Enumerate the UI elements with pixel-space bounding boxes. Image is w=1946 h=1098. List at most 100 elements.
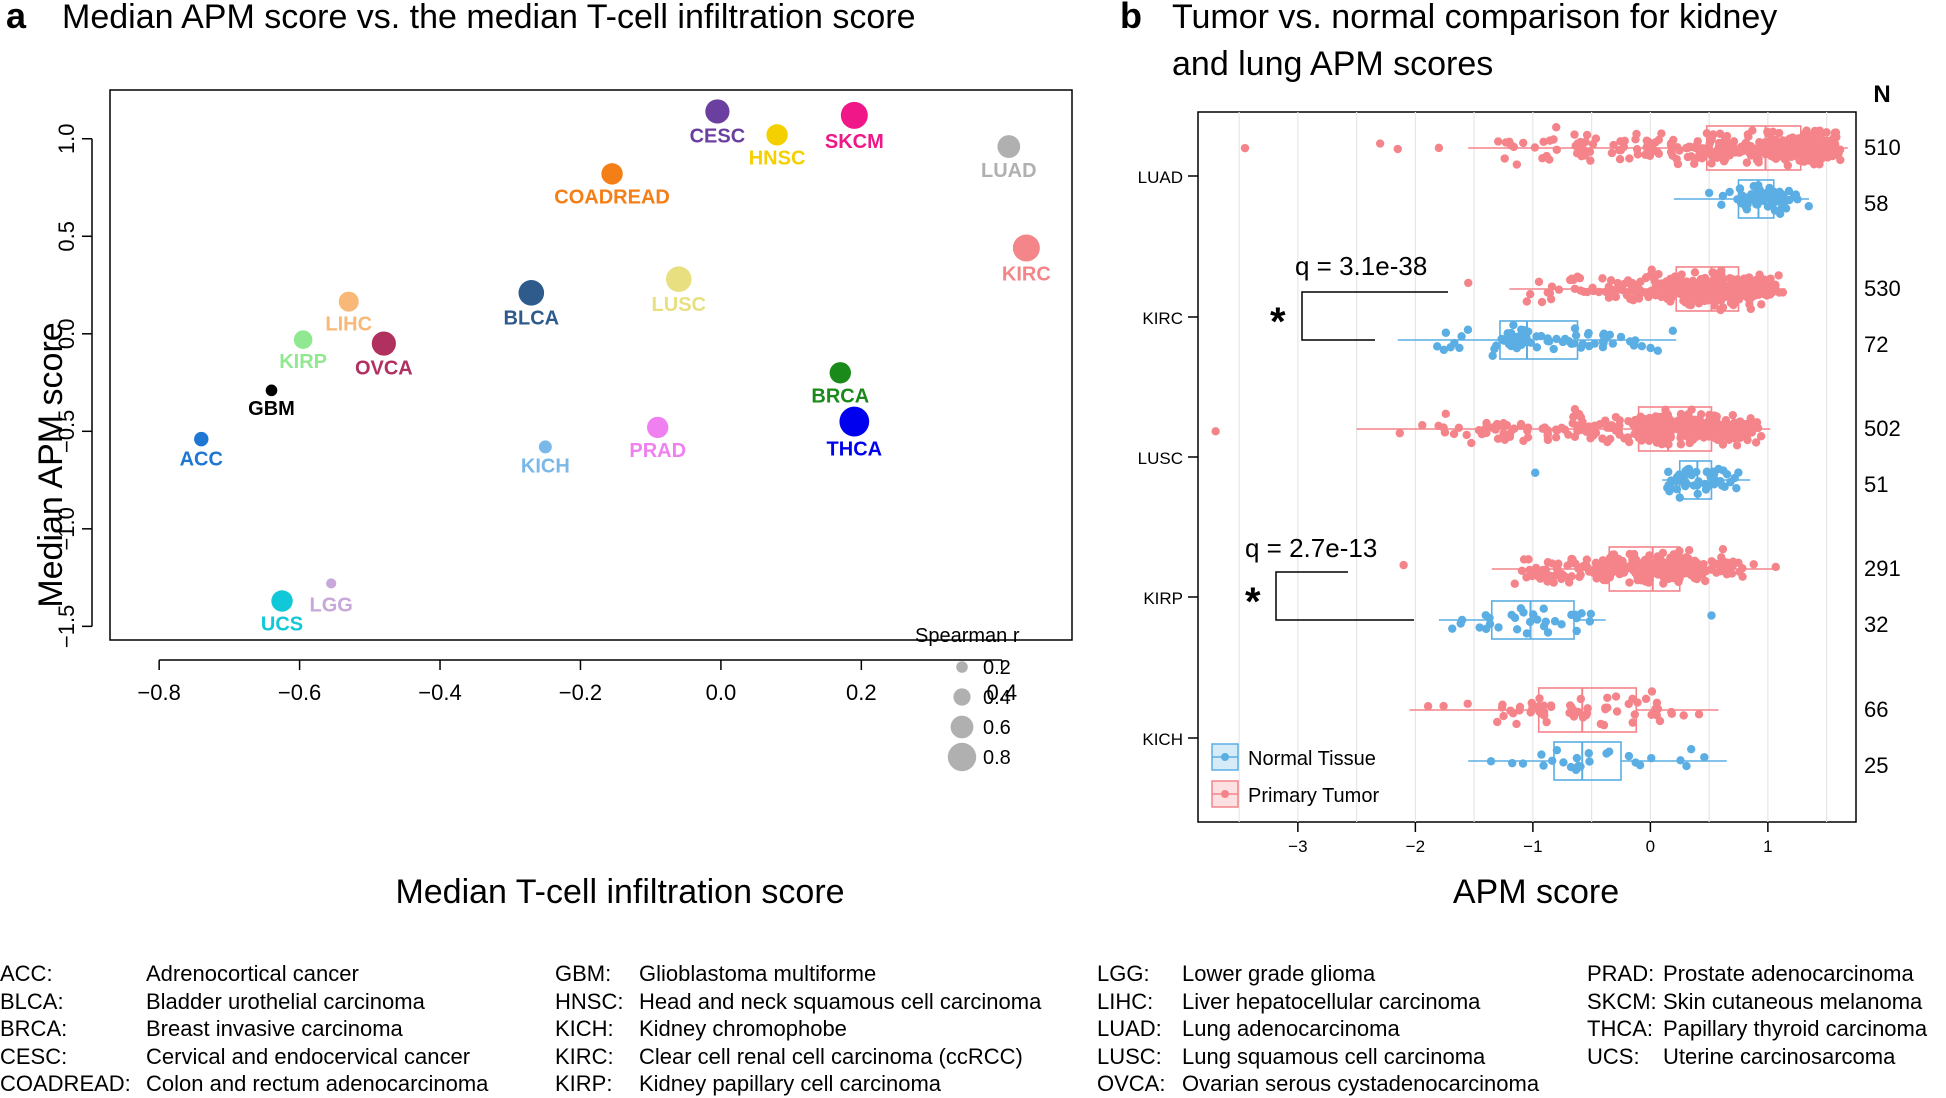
luad-normal-point — [1780, 198, 1789, 207]
point-label-thca: THCA — [827, 438, 883, 460]
significance-star: * — [1245, 580, 1261, 624]
kirc-tumor-point — [1627, 280, 1636, 289]
panel-a-title: Median APM score vs. the median T-cell i… — [62, 0, 916, 36]
panel-a-size-legend: Spearman r 0.20.40.60.8 — [915, 625, 1020, 772]
luad-tumor-point — [1519, 138, 1528, 148]
panel-b-x-tick-label: −2 — [1406, 837, 1425, 856]
lusc-normal-point — [1714, 464, 1723, 474]
luad-tumor-point — [1780, 143, 1789, 153]
abbreviation-row: GBM: Glioblastoma multiforme — [555, 960, 1075, 988]
luad-tumor-point — [1749, 149, 1759, 158]
luad-tumor-point — [1690, 159, 1699, 168]
lusc-tumor-point — [1601, 416, 1610, 425]
luad-tumor-point — [1828, 134, 1838, 143]
luad-tumor-point — [1539, 137, 1548, 146]
abbreviation-definition: Glioblastoma multiforme — [639, 961, 877, 986]
luad-tumor-point — [1815, 160, 1824, 169]
luad-tumor-point — [1805, 156, 1815, 165]
panel-a-y-tick-label: 0.0 — [54, 318, 79, 349]
kich-tumor-point — [1498, 700, 1507, 709]
panel-a-y-tick-label: −0.5 — [54, 410, 79, 453]
kirc-tumor-point — [1676, 289, 1685, 299]
kich-normal-point — [1571, 765, 1581, 775]
lusc-normal-point — [1664, 467, 1673, 477]
n-label-lusc-tumor: 502 — [1864, 416, 1901, 441]
n-label-kirp-tumor: 291 — [1864, 556, 1901, 581]
kirc-normal-point — [1439, 345, 1449, 355]
lusc-tumor-point — [1557, 423, 1566, 433]
lusc-tumor-point — [1703, 421, 1712, 430]
panel-b-x-tick-label: −1 — [1523, 837, 1542, 856]
luad-tumor-point — [1570, 130, 1579, 139]
kich-tumor-point — [1647, 687, 1657, 696]
kirc-tumor-point — [1598, 274, 1607, 283]
kirp-normal-point — [1543, 628, 1553, 637]
abbreviation-definition: Uterine carcinosarcoma — [1663, 1043, 1896, 1069]
kirp-tumor-point — [1692, 574, 1702, 584]
lusc-tumor-point — [1743, 435, 1752, 445]
lusc-tumor-point — [1655, 412, 1664, 422]
panel-b-n-column: N 510 58 530 72 502 51 291 32 66 25 — [1864, 81, 1901, 778]
luad-normal-point — [1738, 192, 1747, 201]
n-label-luad-tumor: 510 — [1864, 135, 1901, 160]
luad-normal-point — [1765, 183, 1774, 193]
point-label-lusc: LUSC — [652, 294, 706, 316]
lusc-tumor-point — [1482, 428, 1491, 438]
luad-tumor-point — [1500, 154, 1509, 163]
luad-tumor-outlier — [1375, 139, 1385, 148]
kirc-normal-point — [1668, 326, 1678, 336]
point-label-brca: BRCA — [811, 386, 869, 408]
abbreviation-definition: Clear cell renal cell carcinoma (ccRCC) — [639, 1043, 1023, 1069]
size-legend-label: 0.6 — [983, 717, 1011, 739]
kirc-tumor-point — [1726, 298, 1736, 308]
panel-a-x-tick-label: −0.4 — [418, 680, 461, 705]
lusc-tumor-outlier — [1211, 427, 1220, 436]
panel-b-letter: b — [1120, 0, 1142, 36]
lusc-tumor-box — [1637, 406, 1713, 452]
luad-tumor-point — [1538, 154, 1547, 163]
kirc-tumor-point — [1710, 294, 1720, 304]
lusc-tumor-point — [1551, 433, 1561, 442]
luad-tumor-point — [1748, 126, 1757, 135]
luad-tumor-outlier — [1240, 143, 1250, 153]
luad-tumor-point — [1585, 147, 1595, 156]
lusc-tumor-point — [1631, 428, 1640, 437]
kich-normal-point — [1682, 761, 1691, 771]
panel-a-y-tick-label: −1.0 — [54, 507, 79, 550]
kich-normal-point — [1559, 758, 1568, 767]
panel-a-y-tick-label: −1.5 — [54, 605, 79, 648]
luad-tumor-point — [1781, 155, 1790, 165]
lusc-tumor-point — [1756, 432, 1766, 441]
luad-tumor-box — [1705, 125, 1802, 171]
point-lusc — [665, 266, 692, 292]
kirc-tumor-point — [1729, 281, 1738, 290]
panel-b-x-label: APM score — [1453, 873, 1619, 911]
kirc-tumor-point — [1664, 280, 1673, 289]
q-value-label: q = 3.1e-38 — [1295, 251, 1427, 281]
kirp-normal-point — [1586, 609, 1595, 619]
abbreviation-definition: Ovarian serous cystadenocarcinoma — [1182, 1071, 1540, 1096]
kich-normal-point — [1635, 760, 1645, 770]
luad-tumor-point — [1830, 149, 1839, 159]
kirp-tumor-point — [1749, 560, 1758, 569]
size-legend-label: 0.2 — [983, 657, 1011, 679]
abbreviation-code: LGG: — [1097, 961, 1150, 986]
abbreviation-code: THCA: — [1587, 1016, 1653, 1041]
kich-tumor-point — [1603, 703, 1612, 712]
kirp-tumor-point — [1591, 558, 1601, 568]
kirc-normal-box — [1499, 320, 1579, 360]
n-label-kich-tumor: 66 — [1864, 697, 1888, 722]
luad-tumor-point — [1707, 159, 1716, 168]
kirc-tumor-point — [1690, 268, 1700, 277]
kich-tumor-point — [1566, 702, 1576, 712]
panel-b-legend: Normal Tissue Primary Tumor — [1211, 743, 1379, 808]
kirc-normal-point — [1616, 332, 1626, 342]
luad-tumor-point — [1744, 132, 1753, 141]
luad-tumor-point — [1802, 126, 1811, 135]
kirp-tumor-point — [1575, 572, 1584, 582]
point-label-ovca: OVCA — [355, 358, 413, 380]
abbreviation-code: OVCA: — [1097, 1071, 1166, 1096]
luad-tumor-point — [1785, 134, 1794, 144]
lusc-tumor-point — [1462, 430, 1471, 440]
